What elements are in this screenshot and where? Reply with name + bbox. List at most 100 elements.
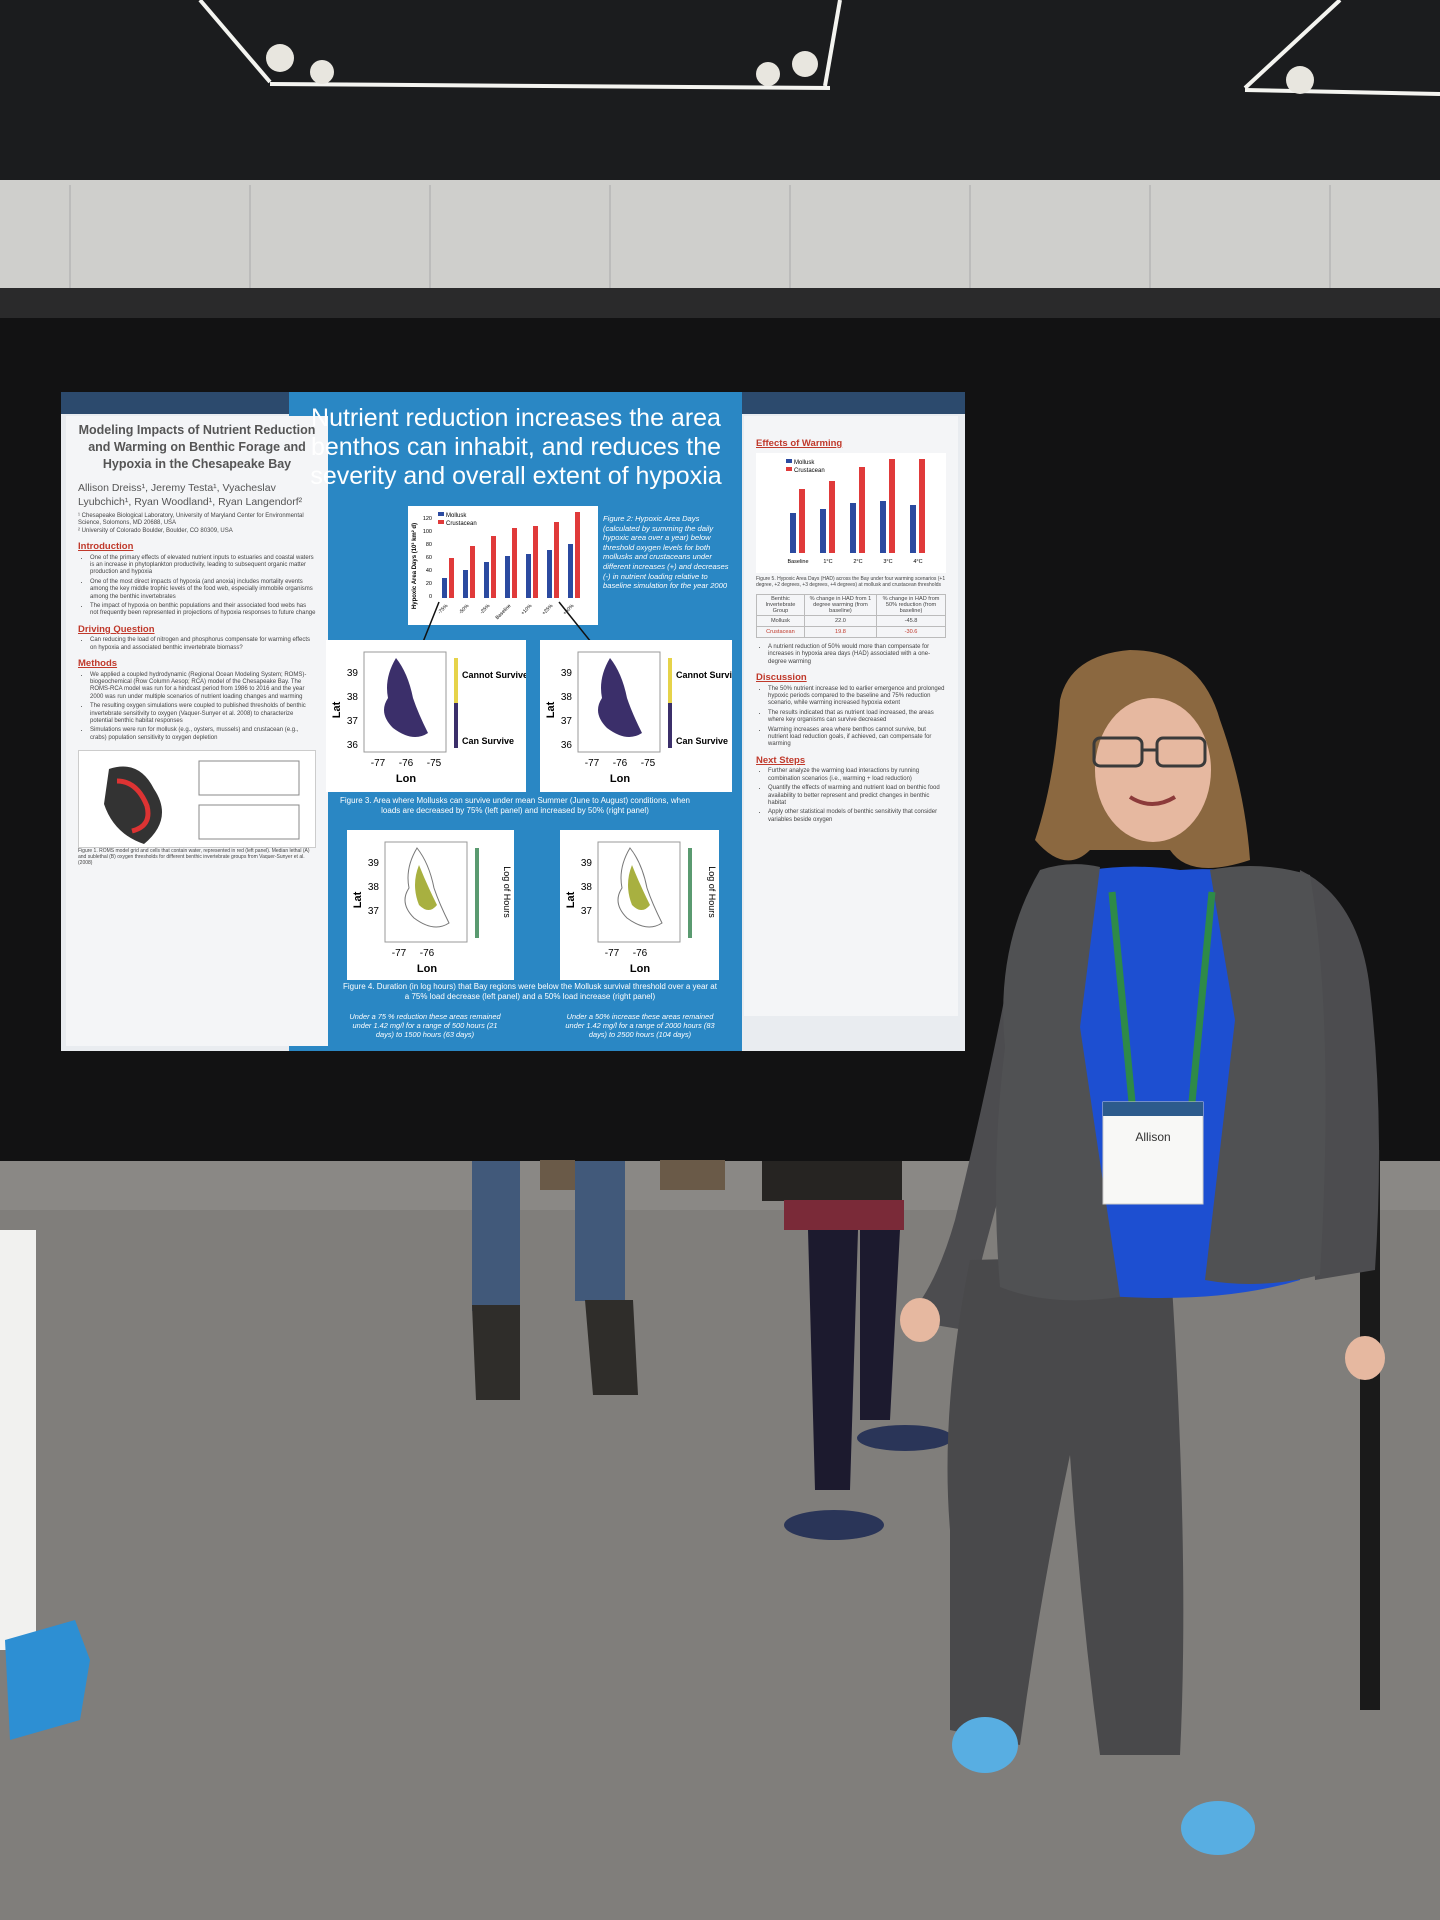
- affiliation: ² University of Colorado Boulder, Boulde…: [78, 527, 233, 534]
- lat-tick: 37: [581, 906, 593, 917]
- map-frame: [384, 841, 468, 943]
- lon-tick: -76: [633, 948, 648, 959]
- poster-title: Modeling Impacts of Nutrient Reduction a…: [78, 423, 316, 471]
- hours-shade: [628, 865, 650, 910]
- lat-tick: 39: [561, 668, 573, 679]
- authors: Allison Dreiss¹, Jeremy Testa¹, Vyachesl…: [78, 482, 303, 508]
- bar-decoration: [505, 556, 510, 598]
- cell: -30.6: [876, 626, 946, 638]
- lon-tick: -76: [613, 758, 628, 769]
- bullet-list: The 50% nutrient increase led to earlier…: [756, 686, 946, 749]
- lat-tick: 38: [368, 882, 380, 893]
- bullet-list: Further analyze the warming load interac…: [756, 768, 946, 824]
- legend-label: Mollusk: [794, 460, 815, 466]
- right-panel: Effects of Warming Baseline 1°C 2°C 3°C 4°C M…: [744, 416, 958, 1016]
- bar-decoration: [859, 467, 865, 553]
- axis-label: Lon: [610, 773, 630, 785]
- figure-2-chart: Hypoxic Area Days (10³ km² d) 0 20 40 60 80 10…: [411, 512, 580, 621]
- table-row: Crustacean 19.8 -30.6: [756, 626, 946, 638]
- lon-tick: -77: [392, 948, 407, 959]
- bay-shape: [384, 658, 428, 737]
- table-row: Mollusk 22.0 -45.8: [756, 615, 946, 627]
- bay-shape: [598, 658, 642, 737]
- section-heading: Driving Question: [78, 623, 155, 635]
- cell: Mollusk: [756, 615, 805, 627]
- cell: 19.8: [803, 626, 878, 638]
- banner-stand: [0, 1230, 36, 1650]
- right-sections: Discussion The 50% nutrient increase led …: [756, 672, 946, 824]
- section-heading: Introduction: [78, 541, 134, 553]
- figure-1-caption: Figure 1. ROMS model grid and cells that…: [78, 848, 310, 867]
- y-tick-label: 20: [426, 581, 432, 587]
- colorbar: [668, 703, 672, 748]
- bullet: The 50% nutrient increase led to earlier…: [768, 686, 946, 708]
- map-figure: 39 38 37 36 -77 -76 -75 Lat Lon Cannot Survive Can…: [326, 640, 526, 792]
- figure-5: Baseline 1°C 2°C 3°C 4°C Mollusk Crustacean: [756, 453, 946, 573]
- bar-decoration: [442, 578, 447, 598]
- bullet: A nutrient reduction of 50% would more t…: [768, 644, 946, 666]
- left-panel: Modeling Impacts of Nutrient Reduction a…: [66, 416, 328, 1046]
- lat-tick: 38: [347, 692, 359, 703]
- axis-label: Lon: [630, 963, 650, 975]
- figure-5-chart: Baseline 1°C 2°C 3°C 4°C Mollusk Crustacean: [786, 459, 925, 565]
- map-figure: 39 38 37 36 -77 -76 -75 Lat Lon Cannot Survive Can…: [540, 640, 732, 792]
- figure-1-art: [104, 760, 300, 845]
- board-top: [0, 288, 1440, 318]
- colorbar-label: Log of Hours: [707, 866, 717, 918]
- headline: Nutrient reduction increases the area be…: [310, 404, 722, 490]
- bullet: Quantify the effects of warming and nutr…: [768, 785, 946, 807]
- colorbar: [454, 703, 458, 748]
- table-header: Benthic Invertebrate Group% change in HA…: [756, 594, 946, 616]
- lon-tick: -75: [641, 758, 656, 769]
- bar-decoration: [533, 526, 538, 598]
- map-art: 39 38 37 36 -77 -76 -75 Lat Lon Cannot Survive Can…: [331, 651, 526, 785]
- bar-decoration: [463, 570, 468, 598]
- lat-tick: 38: [581, 882, 593, 893]
- bullet: The results indicated that as nutrient l…: [768, 710, 946, 725]
- bar-decoration: [449, 558, 454, 598]
- x-tick-label: Baseline: [787, 559, 808, 565]
- bar-decoration: [526, 554, 531, 598]
- badge-name: Allison: [1135, 1130, 1171, 1144]
- section-heading: Next Steps: [756, 754, 806, 766]
- y-tick-label: 80: [426, 542, 432, 548]
- bullet-list: We applied a coupled hydrodynamic (Regio…: [78, 672, 316, 743]
- legend-label: Mollusk: [446, 513, 467, 519]
- map-figure: 39 38 37 -77 -76 Lat Lon Log of Hours: [560, 830, 719, 980]
- affiliations: ¹ Chesapeake Biological Laboratory, Univ…: [78, 513, 316, 535]
- section-heading: Discussion: [756, 672, 807, 684]
- legend-swatch: [786, 467, 792, 471]
- section-heading: Methods: [78, 658, 118, 670]
- wall: [0, 180, 1440, 290]
- bullet: One of the most direct impacts of hypoxi…: [90, 579, 316, 601]
- hours-shade: [415, 865, 437, 910]
- y-tick-label: 100: [423, 529, 432, 535]
- lat-tick: 39: [347, 668, 359, 679]
- figure-3-caption: Figure 3. Area where Mollusks can surviv…: [340, 796, 690, 815]
- bar-decoration: [547, 550, 552, 598]
- bullet-list: Can reducing the load of nitrogen and ph…: [78, 637, 316, 652]
- ceiling: [0, 0, 1440, 190]
- y-tick-label: 120: [423, 516, 432, 522]
- cell: -45.8: [876, 615, 946, 627]
- map-figure: 39 38 37 -77 -76 Lat Lon Log of Hours: [347, 830, 514, 980]
- lat-tick: 38: [561, 692, 573, 703]
- cell: 22.0: [803, 615, 878, 627]
- figure-4-note: Under a 50% increase these areas remaine…: [565, 1012, 715, 1039]
- bar-decoration: [829, 481, 835, 553]
- bar-decoration: [880, 501, 886, 553]
- lon-tick: -76: [399, 758, 414, 769]
- map-frame: [577, 651, 661, 753]
- lat-tick: 37: [368, 906, 380, 917]
- lon-tick: -75: [427, 758, 442, 769]
- axis-label: Hypoxic Area Days (10³ km² d): [411, 523, 418, 609]
- legend-label: Crustacean: [446, 521, 477, 527]
- bar-decoration: [491, 536, 496, 598]
- board-leg: [1360, 1150, 1380, 1710]
- bar-decoration: [889, 459, 895, 553]
- background-people: [472, 1160, 953, 1540]
- axis-label: Lon: [417, 963, 437, 975]
- lat-tick: 39: [581, 858, 593, 869]
- map-frame: [597, 841, 681, 943]
